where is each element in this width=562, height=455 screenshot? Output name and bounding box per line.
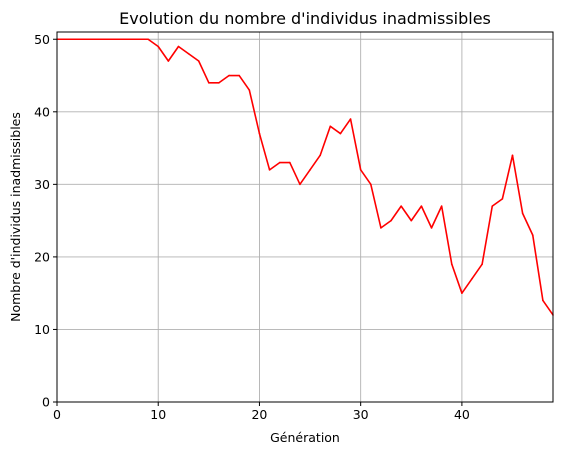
data-point: [248, 89, 251, 91]
data-point: [400, 205, 402, 207]
data-point: [481, 263, 483, 265]
data-point: [450, 263, 453, 265]
data-point: [542, 299, 544, 302]
data-point: [369, 183, 372, 186]
data-point: [511, 154, 514, 157]
x-tick-label: 20: [251, 407, 267, 422]
data-point: [278, 161, 281, 164]
x-tick-label: 30: [353, 407, 369, 422]
grid-lines: [56, 32, 553, 403]
series-layer: [56, 38, 554, 316]
data-point: [501, 198, 504, 200]
data-point: [208, 81, 210, 84]
x-axis-label: Génération: [270, 430, 340, 445]
y-tick-label: 50: [34, 32, 50, 47]
y-tick-label: 30: [34, 177, 50, 192]
data-point: [96, 38, 99, 41]
data-point: [238, 74, 241, 77]
data-point: [471, 277, 473, 280]
data-point: [177, 45, 180, 48]
y-axis-ticks: 0 10 20 30 40 50: [34, 32, 57, 410]
data-point: [440, 205, 443, 207]
data-point: [116, 38, 119, 41]
data-point: [228, 74, 230, 77]
data-point: [420, 205, 423, 207]
chart-title: Evolution du nombre d'individus inadmiss…: [119, 9, 491, 28]
data-point: [390, 219, 392, 222]
data-point: [380, 227, 382, 229]
y-axis-label: Nombre d'individus inadmissibles: [8, 112, 23, 322]
x-tick-label: 0: [53, 407, 61, 422]
y-tick-label: 40: [34, 104, 50, 119]
data-point: [339, 132, 342, 135]
series-line: [57, 38, 554, 316]
data-point: [289, 161, 291, 164]
data-point: [106, 38, 109, 41]
x-tick-label: 10: [150, 407, 166, 422]
data-point: [329, 125, 332, 128]
data-point: [268, 169, 271, 171]
data-point: [521, 212, 524, 215]
data-point: [349, 118, 352, 120]
data-point: [137, 38, 139, 41]
data-point: [461, 292, 463, 294]
data-point: [410, 219, 413, 222]
data-point: [299, 183, 301, 186]
plot-frame: [56, 31, 554, 403]
data-point: [86, 38, 89, 41]
data-point: [157, 45, 160, 48]
y-tick-label: 20: [34, 249, 50, 264]
data-point: [430, 227, 433, 229]
data-point: [197, 60, 200, 62]
data-point: [319, 154, 321, 157]
x-tick-label: 40: [454, 407, 470, 422]
y-tick-label: 10: [34, 322, 50, 337]
data-point: [147, 38, 149, 41]
data-point: [491, 205, 494, 207]
data-point: [218, 81, 220, 84]
x-axis-ticks: 0 10 20 30 40: [53, 402, 470, 422]
data-point: [76, 38, 79, 41]
data-point: [167, 60, 170, 62]
data-point: [531, 234, 534, 236]
y-tick-label: 0: [42, 395, 50, 410]
data-point: [187, 52, 190, 55]
data-point: [66, 38, 68, 41]
data-point: [309, 169, 311, 171]
data-point: [258, 132, 261, 135]
data-point: [127, 38, 129, 41]
data-point: [359, 169, 362, 171]
